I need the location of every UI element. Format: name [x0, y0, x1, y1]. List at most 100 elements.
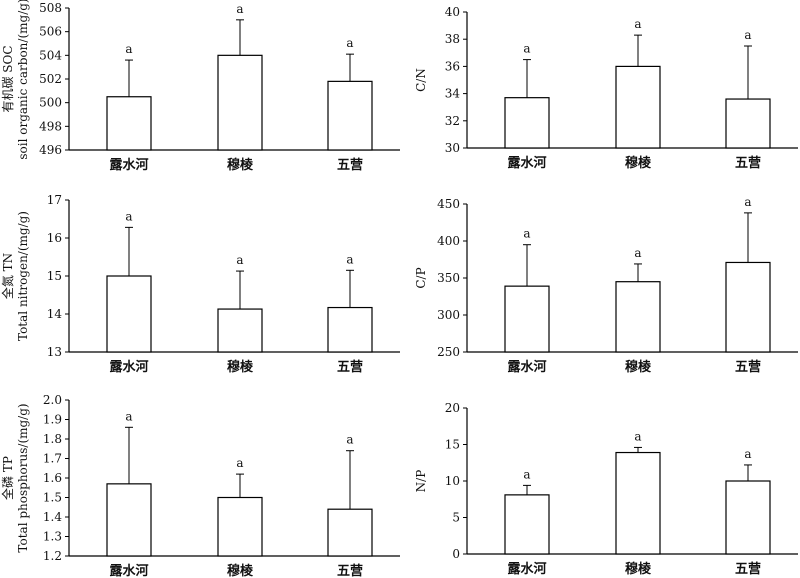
- y-tick-label: 506: [39, 25, 62, 39]
- category-label: 露水河: [109, 563, 148, 578]
- panel-4: 250 300 350 400 450 a 露水河 a 穆棱 a 五营 C/P: [414, 195, 798, 375]
- panel-6: 0 5 10 15 20 a 露水河 a 穆棱 a 五营 N/P: [414, 401, 798, 577]
- y-tick-label: 504: [39, 48, 62, 62]
- bar: [106, 96, 152, 151]
- y-tick-label: 14: [47, 307, 63, 321]
- bar: [327, 306, 373, 353]
- category-label: 穆棱: [625, 359, 652, 375]
- significance-label: a: [523, 227, 530, 241]
- significance-label: a: [346, 433, 353, 447]
- y-tick-label: 498: [39, 119, 62, 133]
- significance-label: a: [125, 42, 132, 56]
- panel-5: 1.2 1.3 1.4 1.5 1.6 1.7 1.8 1.9 2.0 a 露水河 a 穆棱 a 五营 全磷 …: [0, 393, 400, 578]
- significance-label: a: [634, 17, 641, 31]
- category-label: 五营: [337, 157, 363, 173]
- bar: [504, 97, 550, 149]
- y-tick-label: 2.0: [43, 393, 62, 407]
- y-tick-label: 20: [445, 401, 460, 415]
- y-tick-label: 17: [47, 193, 62, 207]
- category-label: 露水河: [109, 359, 148, 375]
- category-label: 五营: [735, 155, 761, 171]
- significance-label: a: [236, 253, 243, 267]
- significance-label: a: [346, 36, 353, 50]
- panel-2: 30 32 34 36 38 40 a 露水河 a 穆棱 a 五营 C/N: [414, 5, 798, 171]
- y-tick-label: 5: [452, 511, 460, 525]
- y-axis-label: soil organic carbon/(mg/g): [16, 0, 30, 160]
- category-label: 五营: [337, 563, 363, 578]
- y-tick-label: 1.6: [43, 471, 62, 485]
- category-label: 五营: [337, 359, 363, 375]
- category-label: 穆棱: [227, 157, 254, 173]
- y-tick-label: 508: [39, 1, 62, 15]
- significance-label: a: [236, 456, 243, 470]
- y-tick-label: 40: [445, 5, 460, 19]
- bar: [327, 80, 373, 151]
- significance-label: a: [523, 467, 530, 481]
- y-tick-label: 38: [445, 32, 460, 46]
- y-tick-label: 1.2: [43, 549, 62, 563]
- significance-label: a: [634, 246, 641, 260]
- y-tick-label: 34: [445, 87, 461, 101]
- y-tick-label: 1.9: [43, 413, 62, 427]
- bar: [217, 308, 263, 353]
- y-tick-label: 300: [437, 308, 460, 322]
- y-tick-label: 1.8: [43, 432, 62, 446]
- y-tick-label: 15: [445, 438, 460, 452]
- bar: [725, 98, 771, 149]
- category-label: 五营: [735, 359, 761, 375]
- bar: [504, 285, 550, 353]
- panel-1: 496 498 500 502 504 506 508 a 露水河 a 穆棱 a 五营 有机碳 SOC so…: [1, 0, 400, 173]
- significance-label: a: [523, 42, 530, 56]
- bar: [217, 54, 263, 151]
- bar: [106, 275, 152, 353]
- y-tick-label: 16: [47, 231, 62, 245]
- bar: [725, 480, 771, 555]
- category-label: 露水河: [507, 359, 546, 375]
- y-tick-label: 502: [39, 72, 62, 86]
- y-tick-label: 500: [39, 96, 62, 110]
- y-axis-label: 有机碳 SOC: [1, 45, 15, 112]
- y-axis-label: 全氮 TN: [0, 253, 15, 299]
- y-tick-label: 10: [445, 474, 460, 488]
- y-tick-label: 250: [437, 345, 460, 359]
- significance-label: a: [125, 409, 132, 423]
- y-tick-label: 15: [47, 269, 62, 283]
- significance-label: a: [744, 447, 751, 461]
- y-tick-label: 30: [445, 141, 460, 155]
- category-label: 露水河: [109, 157, 148, 173]
- y-tick-label: 1.5: [43, 491, 62, 505]
- y-axis-label: Total nitrogen/(mg/g): [16, 211, 30, 341]
- y-tick-label: 13: [47, 345, 62, 359]
- category-label: 露水河: [507, 155, 546, 171]
- y-tick-label: 450: [437, 197, 460, 211]
- bar: [615, 451, 661, 555]
- category-label: 穆棱: [625, 561, 652, 577]
- category-label: 五营: [735, 561, 761, 577]
- y-tick-label: 0: [452, 547, 460, 561]
- bar: [615, 281, 661, 353]
- significance-label: a: [744, 28, 751, 42]
- y-axis-label: N/P: [414, 470, 428, 493]
- bar: [504, 494, 550, 555]
- y-tick-label: 1.4: [43, 510, 62, 524]
- y-axis-label: 全磷 TP: [0, 456, 15, 500]
- significance-label: a: [125, 209, 132, 223]
- y-tick-label: 32: [445, 114, 460, 128]
- significance-label: a: [346, 252, 353, 266]
- category-label: 露水河: [507, 561, 546, 577]
- panel-3: 13 14 15 16 17 a 露水河 a 穆棱 a 五营 全氮 TN Total nitrogen/…: [0, 193, 400, 375]
- bar: [106, 483, 152, 557]
- y-tick-label: 1.3: [43, 530, 62, 544]
- bar: [725, 261, 771, 353]
- bar: [217, 496, 263, 557]
- bar: [327, 508, 373, 557]
- y-tick-label: 400: [437, 234, 460, 248]
- y-axis-label: C/N: [414, 68, 428, 92]
- category-label: 穆棱: [227, 359, 254, 375]
- bar: [615, 65, 661, 149]
- y-axis-label: Total phosphorus/(mg/g): [16, 403, 30, 552]
- y-axis-label: C/P: [414, 267, 428, 288]
- y-tick-label: 1.7: [43, 452, 62, 466]
- significance-label: a: [744, 195, 751, 209]
